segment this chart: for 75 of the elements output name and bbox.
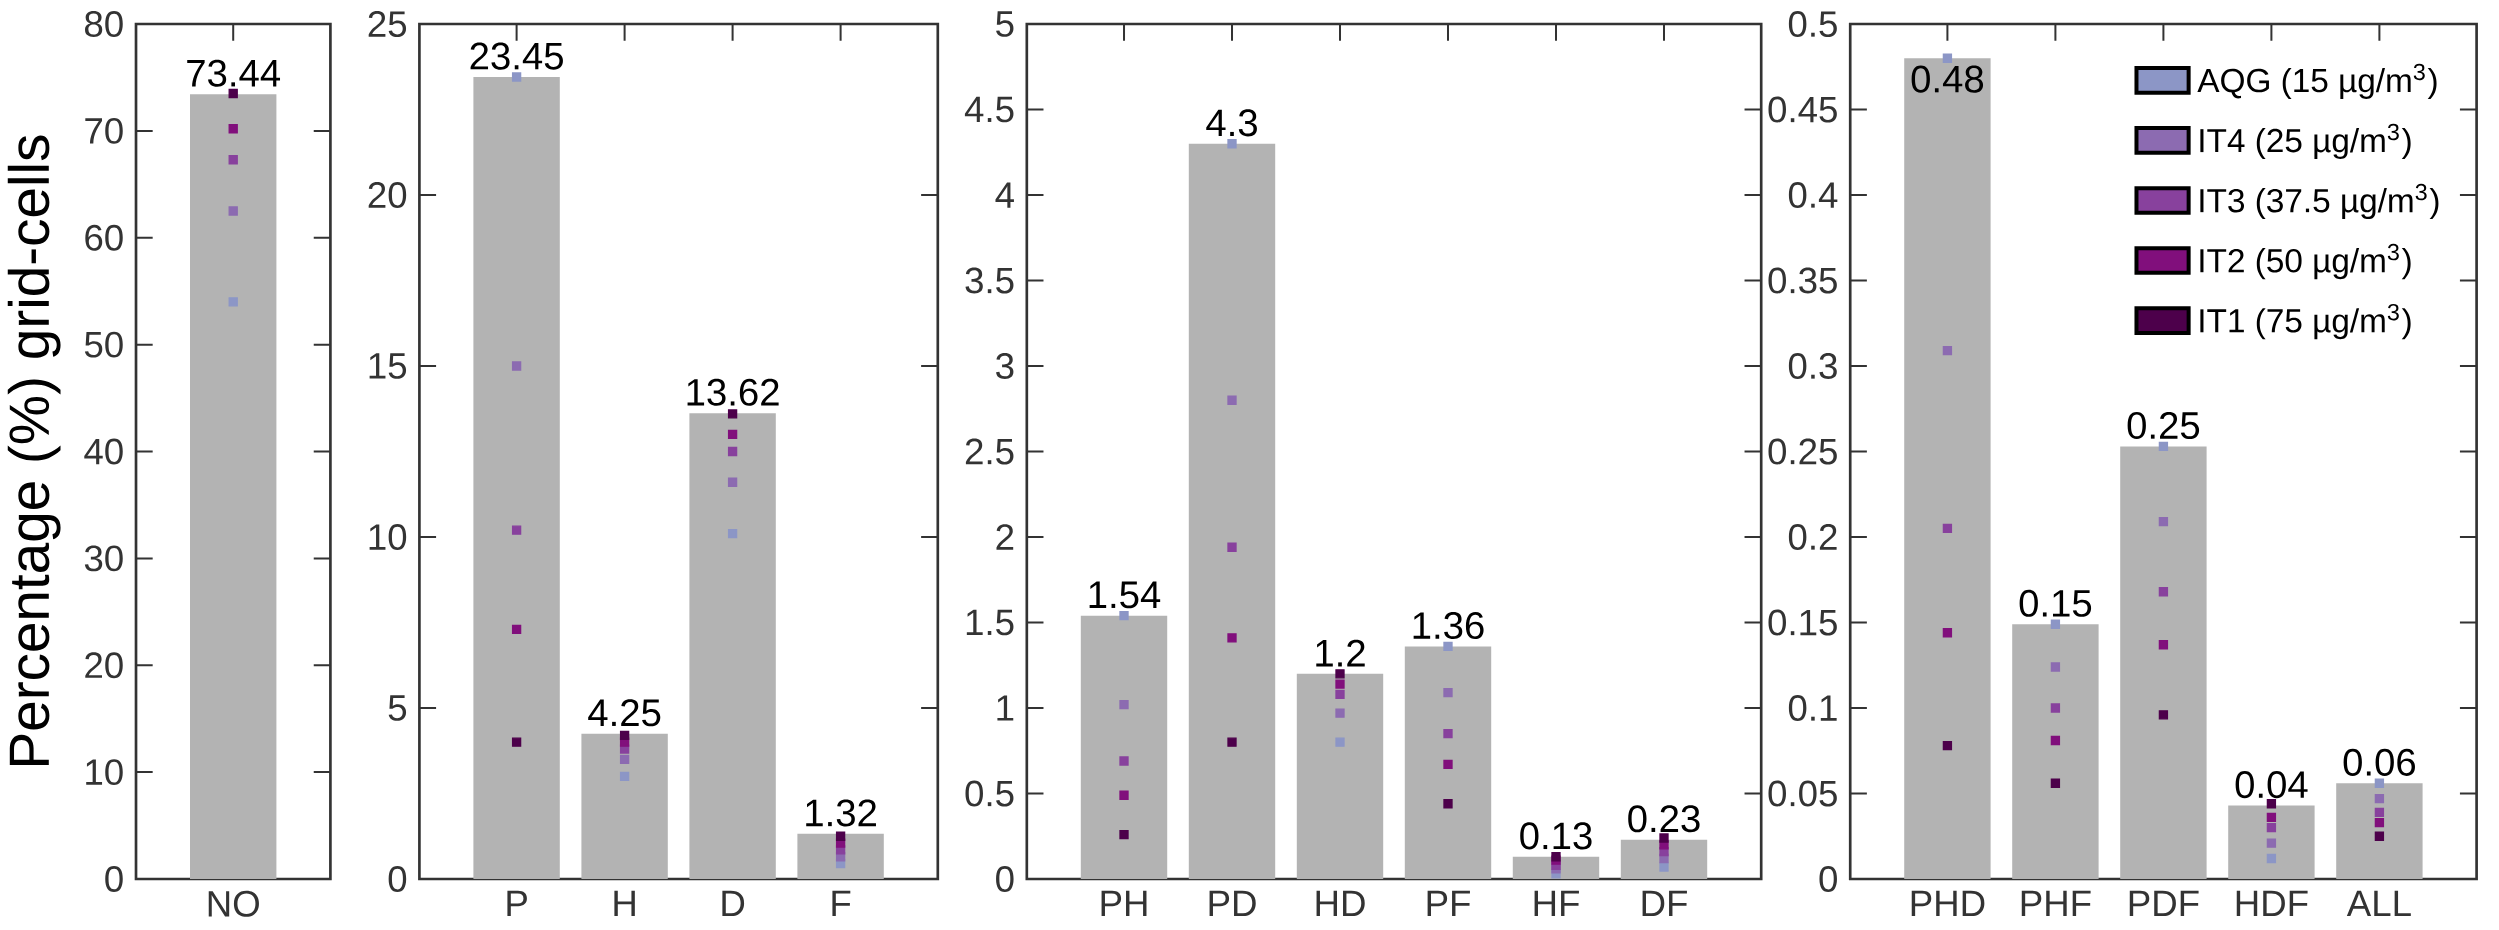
x-tick-label: HDF	[2236, 890, 2308, 916]
data-label: 4.3	[1206, 109, 1257, 137]
y-tick-label: 0.3	[1788, 353, 1837, 379]
data-label: 1.32	[806, 799, 876, 827]
y-tick-label: 20	[85, 652, 123, 679]
y-tick-label: 10	[86, 759, 123, 786]
y-tick-label: 25	[368, 11, 407, 37]
x-tick-label: H	[614, 890, 635, 916]
y-tick-label: 0.4	[1788, 182, 1838, 208]
y-tick-label: 70	[85, 117, 123, 144]
x-tick-label: D	[722, 890, 745, 916]
y-tick-label: 5	[996, 11, 1014, 37]
y-tick-label: 15	[369, 353, 407, 379]
x-tick-label: PHD	[1911, 890, 1985, 916]
x-tick-label: DF	[1642, 890, 1687, 916]
data-label: 0.04	[2235, 771, 2308, 799]
y-tick-label: 0	[1819, 866, 1837, 892]
y-tick-label: 0	[105, 866, 123, 892]
data-label: 13.62	[687, 378, 779, 406]
x-tick-label: PH	[1101, 890, 1147, 916]
data-label: 1.54	[1089, 581, 1161, 609]
legend-label: IT2 (50 µg/m$^{3}$)	[2200, 243, 2411, 280]
data-label: 0.06	[2343, 748, 2415, 776]
data-label: 1.2	[1316, 639, 1365, 667]
data-label: 0.15	[2019, 589, 2092, 617]
y-tick-label: 3	[996, 353, 1014, 379]
legend-label: IT4 (25 µg/m$^{3}$)	[2200, 123, 2411, 160]
legend-label: IT1 (75 µg/m$^{3}$)	[2200, 303, 2411, 340]
y-tick-label: 80	[85, 11, 123, 37]
y-tick-label: 10	[369, 524, 407, 550]
x-tick-label: HD	[1316, 890, 1365, 916]
data-label: 1.36	[1413, 611, 1484, 640]
y-tick-label: 1.5	[966, 609, 1014, 636]
y-tick-label: 1	[997, 695, 1014, 721]
y-tick-label: 4.5	[964, 96, 1014, 123]
data-label: 0.13	[1520, 822, 1592, 850]
y-tick-label: 30	[84, 545, 123, 572]
x-tick-label: PD	[1209, 890, 1256, 916]
y-tick-label: 0.35	[1768, 267, 1837, 294]
y-tick-label: 0.5	[965, 780, 1014, 807]
y-tick-label: 5	[388, 695, 407, 721]
x-tick-label: ALL	[2346, 890, 2411, 916]
y-tick-label: 0.05	[1768, 780, 1837, 807]
y-tick-label: 0.1	[1788, 695, 1837, 721]
y-tick-label: 0.15	[1768, 609, 1837, 636]
data-label: 0.25	[2127, 411, 2200, 440]
y-tick-label: 60	[85, 224, 123, 251]
data-label: 0.48	[1911, 65, 1984, 93]
y-tick-label: 50	[84, 331, 123, 358]
y-axis-title: Percentage (%) grid-cells	[7, 135, 61, 765]
y-tick-label: 3.5	[965, 267, 1014, 294]
x-tick-label: PDF	[2129, 890, 2199, 916]
y-tick-label: 2	[996, 524, 1014, 550]
y-tick-label: 20	[368, 182, 407, 208]
x-tick-label: P	[507, 890, 527, 916]
legend-label: IT3 (37.5 µg/m$^{3}$)	[2200, 183, 2439, 220]
y-tick-label: 40	[84, 438, 123, 465]
x-tick-label: PF	[1427, 890, 1470, 916]
data-label: 23.45	[470, 42, 563, 70]
x-tick-label: PHF	[2021, 890, 2091, 916]
y-tick-label: 2.5	[965, 438, 1014, 465]
y-tick-label: 0.25	[1768, 438, 1837, 465]
x-tick-label: HF	[1534, 890, 1579, 916]
x-tick-label: F	[832, 890, 851, 916]
y-tick-label: 4	[995, 182, 1014, 208]
y-tick-label: 0	[996, 866, 1014, 892]
data-label: 73.44	[187, 59, 281, 87]
y-tick-label: 0.45	[1768, 96, 1837, 123]
x-tick-label: NO	[208, 890, 259, 917]
data-label: 4.25	[588, 699, 661, 727]
y-tick-label: 0.5	[1788, 11, 1837, 38]
data-label: 0.23	[1628, 805, 1700, 833]
y-tick-label: 0	[388, 866, 407, 892]
legend-label: AQG (15 µg/m$^{3}$)	[2197, 63, 2437, 99]
y-tick-label: 0.2	[1788, 524, 1837, 550]
